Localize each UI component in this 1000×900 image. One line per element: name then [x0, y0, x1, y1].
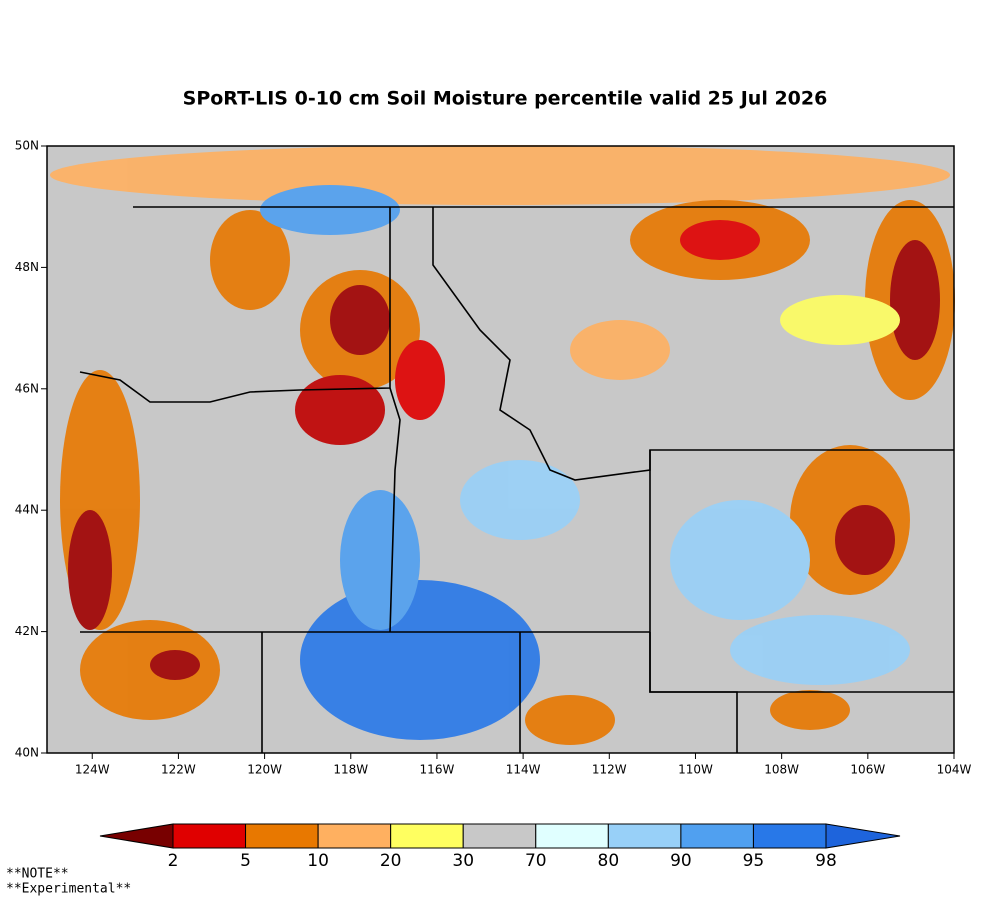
colorbar-label: 2 — [168, 851, 179, 871]
colorbar-label: 20 — [380, 851, 402, 871]
x-tick-label: 108W — [764, 763, 799, 777]
y-tick-label: 46N — [15, 381, 39, 395]
colorbar-segment — [317, 823, 392, 849]
x-tick-label: 112W — [592, 763, 627, 777]
x-tick-label: 118W — [333, 763, 368, 777]
x-tick-label: 104W — [937, 763, 972, 777]
y-tick-label: 48N — [15, 260, 39, 274]
x-tick-label: 122W — [161, 763, 196, 777]
colorbar-label: 30 — [452, 851, 474, 871]
state-borders — [79, 206, 954, 753]
map-frame — [46, 145, 955, 754]
y-tick-label: 44N — [15, 503, 39, 517]
x-tick-label: 114W — [506, 763, 541, 777]
y-tick-label: 42N — [15, 624, 39, 638]
colorbar-high-end — [825, 823, 901, 849]
note: **NOTE** — [6, 867, 69, 882]
colorbar-label: 70 — [525, 851, 547, 871]
colorbar-segment — [680, 823, 754, 849]
colorbar-label: 80 — [598, 851, 620, 871]
colorbar-label: 10 — [307, 851, 329, 871]
colorbar-segment — [752, 823, 827, 849]
colorbar-label: 5 — [240, 851, 251, 871]
colorbar: 2 5 10 20 30 70 80 90 95 98 — [99, 823, 901, 871]
colorbar-segment — [462, 823, 537, 849]
colorbar-segment — [245, 823, 319, 849]
y-tick-label: 40N — [15, 746, 39, 760]
colorbar-segment — [535, 823, 609, 849]
colorbar-segment — [390, 823, 464, 849]
colorbar-label: 98 — [815, 851, 837, 871]
colorbar-label: 90 — [670, 851, 692, 871]
x-tick-label: 124W — [75, 763, 110, 777]
colorbar-label: 95 — [743, 851, 765, 871]
colorbar-low-end — [99, 823, 174, 849]
note: **Experimental** — [6, 882, 131, 897]
x-tick-label: 106W — [850, 763, 885, 777]
x-tick-label: 110W — [678, 763, 713, 777]
map — [46, 145, 955, 754]
title: SPoRT-LIS 0-10 cm Soil Moisture percenti… — [183, 88, 828, 110]
colorbar-segment — [607, 823, 682, 849]
colorbar-segment — [172, 823, 247, 849]
y-tick-label: 50N — [15, 139, 39, 153]
x-tick-label: 116W — [420, 763, 455, 777]
x-tick-label: 120W — [247, 763, 282, 777]
